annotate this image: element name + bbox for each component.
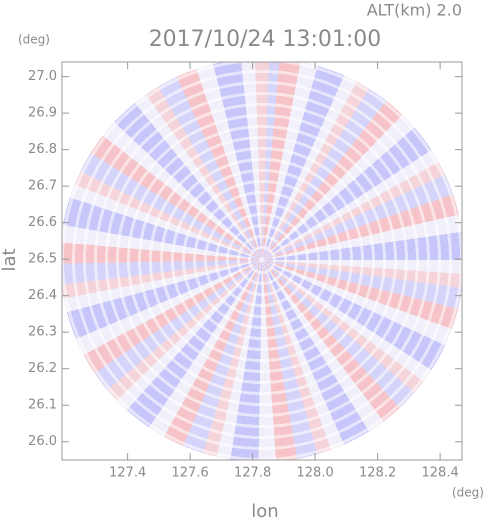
x-axis-label: lon bbox=[251, 501, 278, 521]
x-tick-label: 127.4 bbox=[109, 466, 146, 481]
y-tick-label: 26.5 bbox=[28, 252, 57, 267]
x-unit: (deg) bbox=[452, 486, 484, 500]
y-tick-label: 26.9 bbox=[28, 106, 57, 121]
x-tick-label: 128.0 bbox=[297, 466, 334, 481]
y-tick-label: 26.1 bbox=[28, 398, 57, 413]
y-unit: (deg) bbox=[18, 33, 50, 47]
y-tick-label: 26.2 bbox=[28, 361, 57, 376]
x-tick-label: 128.2 bbox=[359, 466, 396, 481]
radar-field bbox=[62, 62, 462, 460]
y-tick-label: 26.0 bbox=[28, 434, 57, 449]
plot-frame bbox=[61, 61, 463, 461]
y-tick-label: 26.7 bbox=[28, 179, 57, 194]
subtitle: ALT(km) 2.0 bbox=[367, 1, 462, 20]
y-tick-label: 27.0 bbox=[28, 69, 57, 84]
y-tick-label: 26.3 bbox=[28, 325, 57, 340]
y-tick-label: 26.4 bbox=[28, 288, 57, 303]
y-tick-label: 26.6 bbox=[28, 215, 57, 230]
chart-title: 2017/10/24 13:01:00 bbox=[149, 27, 382, 52]
x-tick-label: 127.8 bbox=[234, 466, 271, 481]
x-tick-label: 128.4 bbox=[422, 466, 459, 481]
plot-background bbox=[62, 62, 462, 460]
x-tick-label: 127.6 bbox=[172, 466, 209, 481]
y-tick-label: 26.8 bbox=[28, 142, 57, 157]
y-axis-label: lat bbox=[0, 248, 20, 271]
